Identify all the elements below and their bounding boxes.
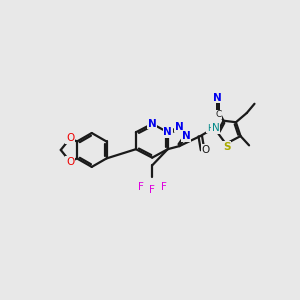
- Text: C: C: [216, 110, 222, 119]
- Text: N: N: [213, 93, 222, 103]
- Text: N: N: [148, 119, 157, 129]
- Text: F: F: [149, 185, 155, 195]
- Text: S: S: [223, 142, 230, 152]
- Text: N: N: [175, 122, 184, 132]
- Text: F: F: [138, 182, 143, 192]
- Text: F: F: [161, 182, 167, 192]
- Text: N: N: [182, 131, 191, 141]
- Text: O: O: [202, 145, 210, 155]
- Text: O: O: [66, 134, 74, 143]
- Text: N: N: [212, 123, 220, 134]
- Text: N: N: [163, 127, 172, 137]
- Text: H: H: [207, 124, 214, 133]
- Text: O: O: [66, 157, 74, 166]
